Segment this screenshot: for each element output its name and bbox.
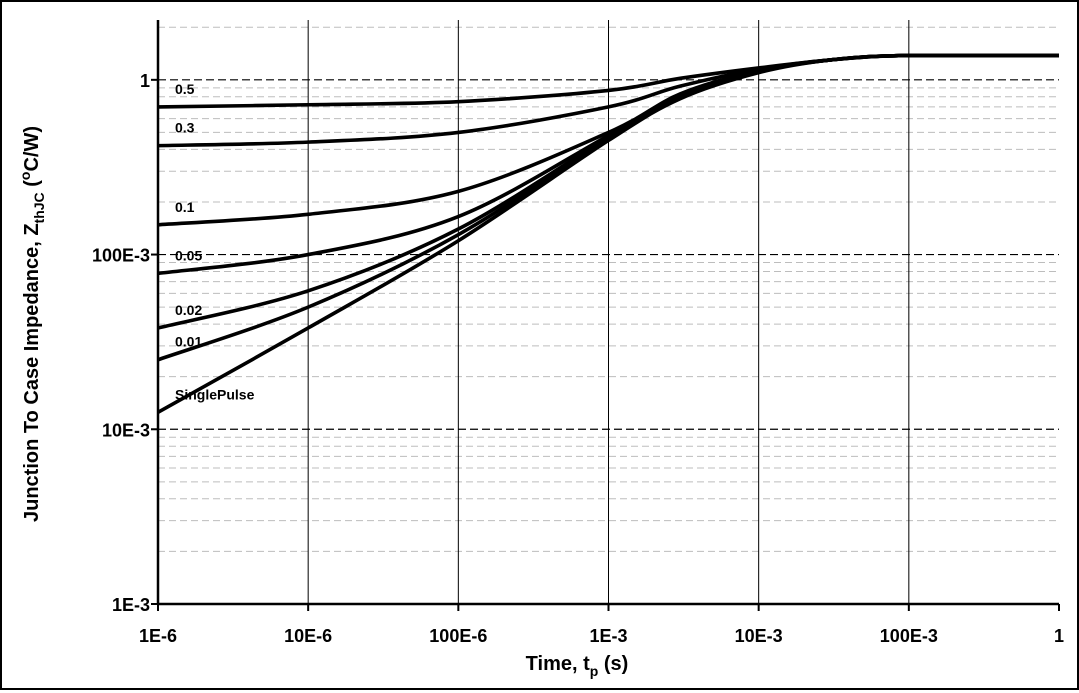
y-axis-title-mid: (: [21, 180, 43, 193]
grid: [158, 20, 1059, 604]
series-label: 0.05: [175, 247, 202, 263]
y-axis-title: Junction To Case Impedance, ZthJC (oC/W): [17, 126, 47, 522]
series-label: 0.02: [175, 302, 202, 318]
x-tick-label: 1E-6: [139, 626, 177, 646]
series-line-singlepulse: [157, 53, 1059, 414]
series-label: SinglePulse: [175, 386, 255, 402]
series-label: 0.5: [175, 81, 195, 97]
y-axis-title-main: Junction To Case Impedance, Z: [21, 223, 43, 522]
y-tick-label: 1E-3: [112, 595, 150, 615]
x-tick-label: 10E-3: [735, 626, 783, 646]
x-tick-label: 1E-3: [589, 626, 627, 646]
series-label: 0.3: [175, 120, 195, 136]
y-axis-title-sup: o: [17, 172, 33, 181]
x-tick-label: 100E-3: [880, 626, 938, 646]
series-labels: 0.5 0.3 0.1 0.05 0.02 0.01 SinglePulse: [175, 81, 255, 402]
x-tick-label: 10E-6: [284, 626, 332, 646]
x-axis-title-main: Time, t: [526, 653, 590, 675]
series-label: 0.1: [175, 199, 195, 215]
y-tick-label: 100E-3: [92, 246, 150, 266]
x-tick-label: 100E-6: [429, 626, 487, 646]
x-tick-label: 1: [1054, 626, 1064, 646]
x-axis-title: Time, tp (s): [526, 653, 629, 679]
y-tick-label: 10E-3: [102, 420, 150, 440]
y-axis-title-tail: C/W): [21, 126, 43, 172]
axes: 1E-3 10E-3 100E-3 1 1E-6 10E-6 100E-6 1E-3 10E-3…: [92, 20, 1064, 646]
x-axis-title-sub: p: [590, 663, 599, 679]
y-tick-label: 1: [140, 71, 150, 91]
series-label: 0.01: [175, 334, 202, 350]
x-axis-title-tail: (s): [598, 653, 628, 675]
y-axis-title-sub: thJC: [31, 192, 47, 223]
series-lines: [157, 53, 1059, 414]
